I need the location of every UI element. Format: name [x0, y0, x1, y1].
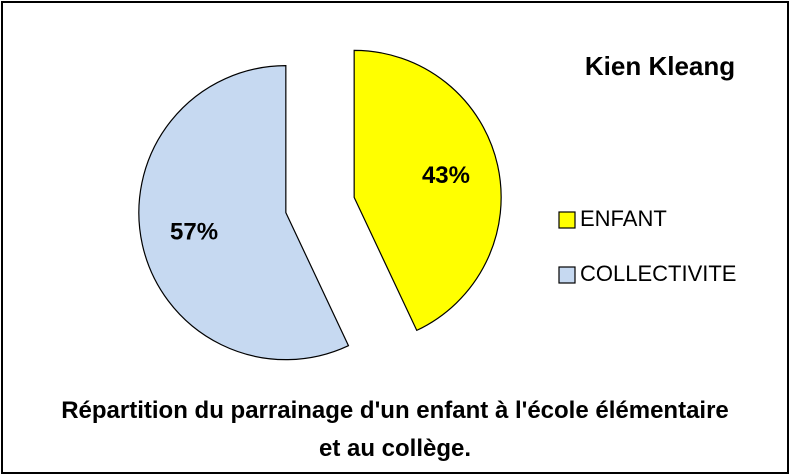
- legend-swatch: [558, 266, 576, 284]
- legend-label: ENFANT: [580, 206, 667, 231]
- pie-slice: [353, 49, 502, 332]
- value-label: 57%: [170, 219, 218, 246]
- chart-title: Kien Kleang: [585, 51, 735, 81]
- legend-swatch: [558, 211, 576, 229]
- value-label: 43%: [422, 162, 470, 189]
- pie-slice: [138, 65, 350, 361]
- legend-label: COLLECTIVITE: [580, 261, 736, 286]
- chart-caption: Répartition du parrainage d'un enfant à …: [61, 397, 729, 462]
